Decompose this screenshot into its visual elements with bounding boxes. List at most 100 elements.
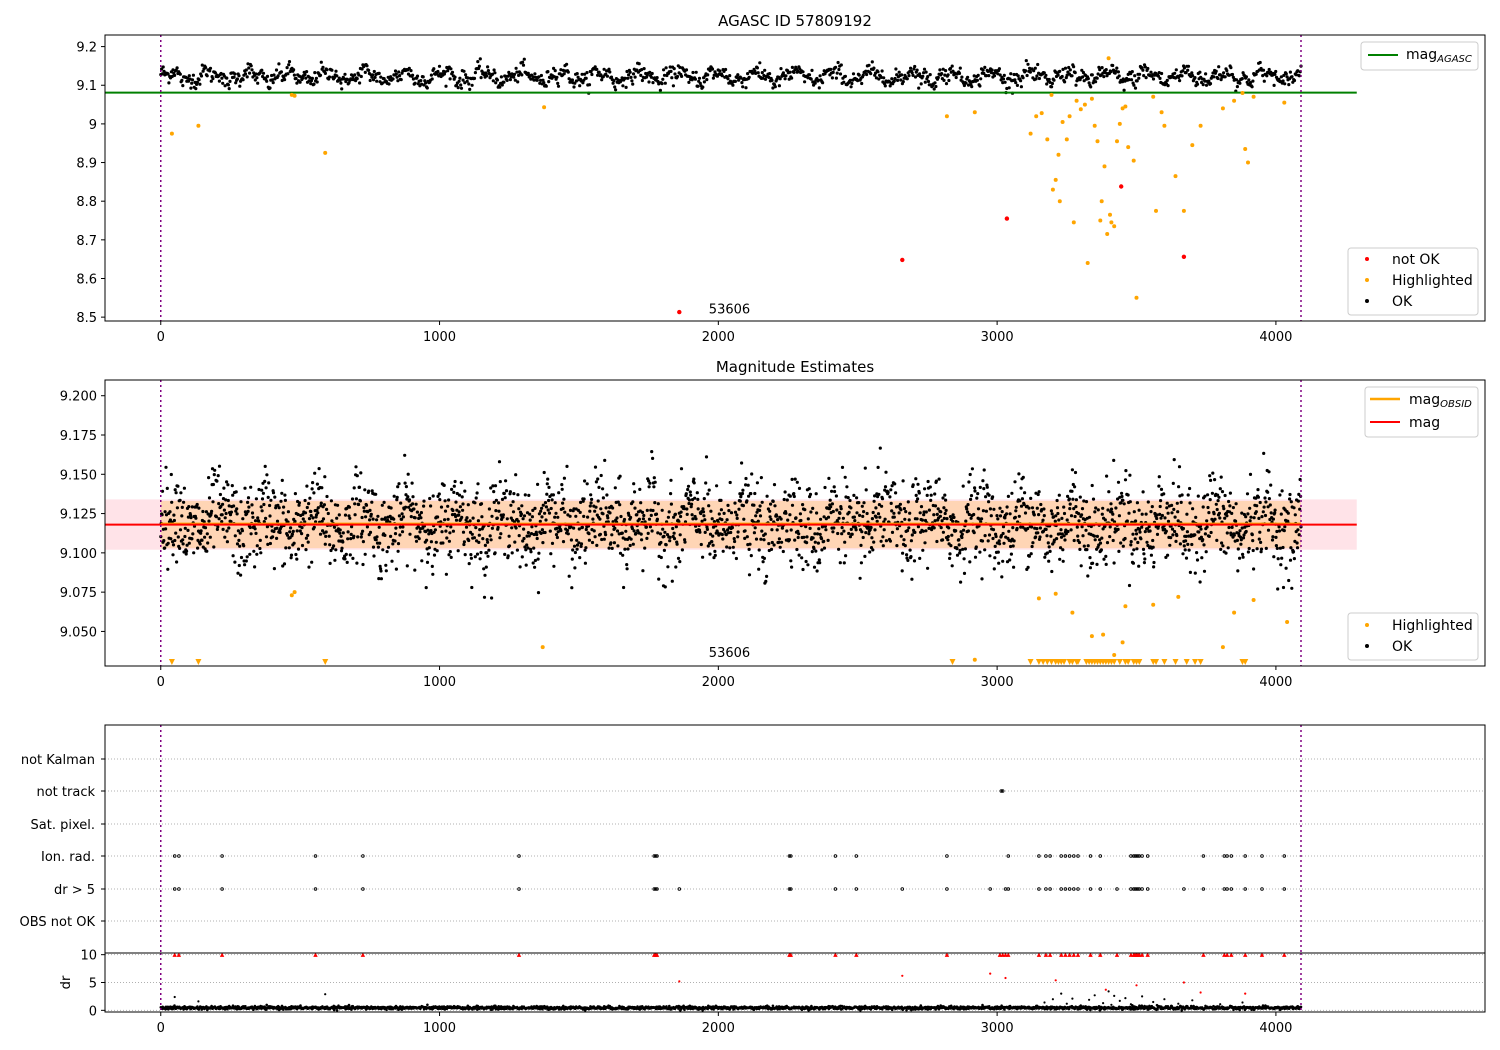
ok-point: [533, 506, 537, 510]
ok-point: [543, 511, 547, 515]
ok-point: [1297, 74, 1301, 78]
ok-point: [710, 517, 714, 521]
ok-point: [981, 479, 985, 483]
ok-point: [675, 74, 680, 79]
ok-point: [798, 512, 803, 516]
ok-point: [602, 67, 606, 71]
ok-point: [1037, 490, 1041, 494]
ok-point: [648, 70, 652, 74]
ok-point: [455, 491, 459, 496]
ok-point: [518, 565, 522, 569]
ok-point: [411, 77, 415, 81]
highlighted-point: [1251, 94, 1256, 99]
ok-point: [1138, 72, 1142, 76]
ok-point: [604, 533, 608, 537]
ok-point: [397, 70, 401, 74]
ok-point: [692, 481, 696, 485]
ok-point: [1135, 501, 1139, 505]
ok-point: [315, 508, 319, 512]
ok-point: [870, 60, 874, 64]
ok-point: [647, 485, 651, 489]
ok-point: [320, 486, 324, 490]
ok-point: [1272, 83, 1276, 87]
ok-point: [249, 532, 253, 536]
ok-point: [672, 67, 676, 71]
ok-point: [503, 496, 507, 500]
ok-point: [683, 540, 687, 544]
ok-point: [842, 561, 846, 565]
offscale-marker: [1242, 659, 1249, 665]
ok-point: [1012, 539, 1016, 543]
ok-point: [901, 80, 905, 84]
ok-point: [789, 559, 793, 563]
ok-point: [625, 567, 629, 571]
ok-point: [728, 74, 732, 78]
ok-point: [583, 72, 587, 76]
ok-point: [203, 535, 207, 539]
ok-point: [1015, 83, 1020, 87]
ok-point: [448, 531, 452, 535]
ok-point: [1296, 528, 1300, 532]
ok-point: [780, 526, 785, 530]
ok-point: [659, 555, 663, 560]
ok-point: [185, 543, 189, 547]
ok-point: [1076, 534, 1080, 538]
highlighted-point: [1151, 602, 1156, 607]
ok-point: [596, 499, 600, 503]
ok-point: [703, 530, 707, 535]
ok-point: [783, 490, 787, 494]
panel2-title: Magnitude Estimates: [716, 358, 874, 376]
ok-point: [241, 517, 245, 521]
ok-point: [429, 504, 433, 508]
ok-point: [1059, 535, 1064, 539]
ok-point: [264, 535, 269, 539]
ok-point: [322, 503, 326, 507]
ok-point: [1131, 561, 1135, 565]
ok-point: [254, 72, 258, 76]
ok-point: [353, 502, 357, 506]
ok-point: [223, 516, 227, 520]
ok-point: [1151, 545, 1155, 549]
ok-point: [517, 73, 521, 77]
ok-point: [980, 539, 985, 543]
ok-point: [487, 507, 491, 511]
ok-point: [704, 455, 709, 459]
ok-point: [1042, 507, 1046, 511]
ok-point: [1121, 498, 1125, 502]
ok-point: [882, 528, 886, 532]
ok-point: [1292, 506, 1296, 510]
ok-point: [268, 86, 272, 90]
ok-point: [507, 544, 512, 548]
ok-point: [916, 525, 921, 529]
ok-point: [469, 553, 473, 557]
ok-point: [324, 534, 328, 539]
ok-point: [720, 532, 724, 537]
ok-point: [801, 503, 805, 507]
ok-point: [974, 545, 978, 549]
ok-point: [1017, 514, 1021, 518]
ok-point: [502, 491, 506, 496]
legend-ok-label: OK: [1392, 294, 1413, 310]
ok-point: [1001, 81, 1005, 85]
ok-point: [611, 520, 615, 524]
ok-point: [641, 517, 646, 521]
ok-point: [781, 71, 786, 75]
ok-point: [1030, 525, 1034, 529]
flag-point: [900, 887, 905, 891]
ok-point: [367, 68, 371, 72]
ok-point: [566, 70, 570, 74]
ok-point: [757, 567, 761, 571]
ok-point: [496, 525, 500, 530]
ok-point: [884, 470, 888, 474]
ok-point: [561, 501, 565, 505]
ok-point: [1058, 69, 1062, 73]
ok-point: [1158, 504, 1162, 509]
ok-point: [1182, 66, 1186, 70]
ok-point: [1099, 548, 1103, 552]
ok-point: [224, 511, 228, 516]
ok-point: [483, 573, 487, 577]
ok-point: [274, 68, 279, 72]
ok-point: [172, 513, 176, 517]
panel2-legend-lower: [1347, 612, 1479, 661]
ok-point: [1184, 539, 1188, 543]
